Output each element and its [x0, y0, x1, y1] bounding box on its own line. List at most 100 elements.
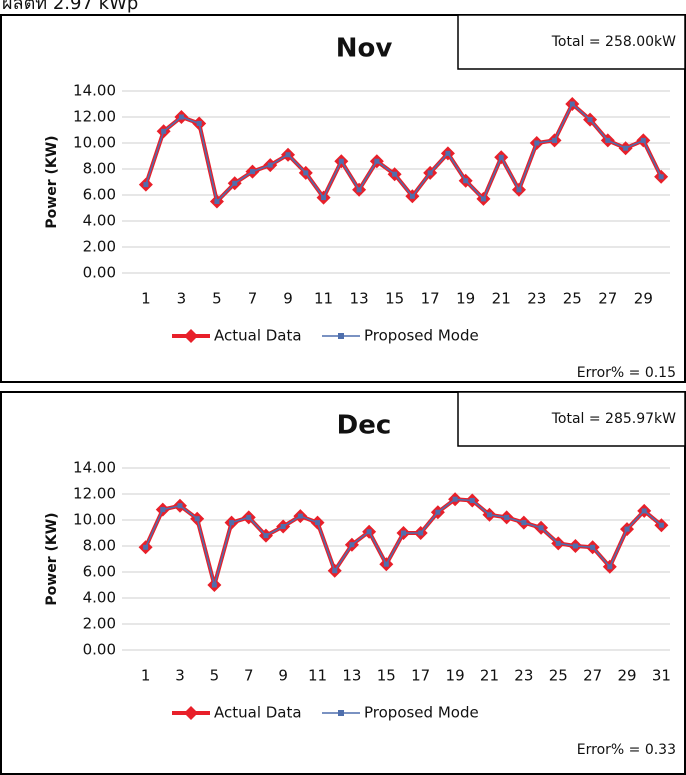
data-point [534, 140, 540, 146]
x-tick-label: 27 [598, 290, 617, 308]
legend-marker [338, 333, 344, 339]
data-point [232, 180, 238, 186]
panel-border [0, 391, 686, 775]
data-point [297, 513, 303, 519]
data-point [263, 533, 269, 539]
data-point [338, 158, 344, 164]
y-tick-label: 12.00 [73, 108, 116, 126]
total-box [457, 391, 686, 447]
data-point [321, 195, 327, 201]
y-tick-label: 10.00 [73, 134, 116, 152]
data-point [605, 137, 611, 143]
data-point [194, 516, 200, 522]
data-point [538, 525, 544, 531]
x-tick-label: 5 [210, 667, 220, 685]
data-point [498, 154, 504, 160]
data-point [469, 498, 475, 503]
x-tick-label: 29 [617, 667, 636, 685]
data-point [229, 520, 235, 526]
data-point [401, 530, 406, 536]
data-point [658, 522, 664, 528]
data-point [214, 199, 220, 204]
data-point [445, 150, 451, 156]
data-point [516, 187, 522, 193]
x-tick-label: 15 [385, 290, 404, 308]
data-point [658, 174, 664, 180]
y-tick-label: 8.00 [83, 160, 116, 178]
data-point [285, 152, 291, 158]
y-tick-label: 0.00 [83, 264, 116, 282]
data-point [332, 568, 338, 574]
x-tick-label: 23 [514, 667, 533, 685]
data-point [623, 145, 629, 151]
x-tick-label: 21 [480, 667, 499, 685]
data-point [590, 544, 596, 550]
data-point [246, 514, 252, 520]
x-tick-label: 19 [456, 290, 475, 308]
x-tick-label: 25 [549, 667, 568, 685]
data-point [409, 193, 415, 199]
x-tick-label: 1 [141, 290, 151, 308]
y-tick-label: 6.00 [83, 563, 116, 581]
x-tick-label: 29 [634, 290, 653, 308]
x-tick-label: 11 [308, 667, 327, 685]
x-tick-label: 23 [527, 290, 546, 308]
x-tick-label: 15 [377, 667, 396, 685]
x-tick-label: 7 [244, 667, 254, 685]
y-axis-title: Power (KW) [44, 135, 60, 228]
data-point [418, 530, 424, 536]
data-point [196, 121, 202, 126]
data-point [640, 137, 646, 143]
data-point [427, 170, 433, 176]
x-tick-label: 9 [283, 290, 293, 308]
x-tick-label: 13 [350, 290, 369, 308]
y-tick-label: 0.00 [83, 641, 116, 659]
data-point [374, 158, 380, 164]
data-point [486, 512, 492, 518]
y-tick-label: 12.00 [73, 485, 116, 503]
x-tick-label: 5 [212, 290, 222, 308]
header-text: ผลิตที่ 2.97 kWp [2, 0, 138, 14]
total-label: Total = 258.00kW [551, 34, 676, 50]
data-point [366, 529, 372, 535]
y-tick-label: 10.00 [73, 511, 116, 529]
data-point [249, 169, 255, 175]
data-point [383, 561, 389, 567]
data-point [504, 514, 510, 520]
data-point [452, 496, 458, 502]
y-axis-title: Power (KW) [44, 512, 60, 605]
data-point [435, 509, 441, 515]
x-tick-label: 27 [583, 667, 602, 685]
data-point [624, 526, 630, 532]
data-point [555, 540, 561, 546]
x-tick-label: 13 [342, 667, 361, 685]
data-point [521, 520, 527, 526]
y-tick-label: 8.00 [83, 537, 116, 555]
series-line [145, 103, 662, 203]
x-tick-label: 21 [492, 290, 511, 308]
y-tick-label: 6.00 [83, 186, 116, 204]
error-label: Error% = 0.33 [577, 742, 676, 758]
data-point [280, 524, 286, 529]
data-point [463, 178, 469, 184]
data-point [267, 162, 273, 168]
data-point [572, 543, 578, 549]
data-point [587, 117, 593, 123]
y-tick-label: 2.00 [83, 615, 116, 633]
legend-marker [184, 329, 198, 343]
legend-marker [338, 710, 344, 716]
data-point [143, 182, 149, 188]
x-tick-label: 3 [177, 290, 187, 308]
legend-label: Proposed Mode [364, 704, 479, 722]
x-tick-label: 25 [563, 290, 582, 308]
data-point [177, 503, 183, 509]
legend-marker [184, 706, 198, 720]
x-tick-label: 19 [446, 667, 465, 685]
x-tick-label: 9 [278, 667, 288, 685]
x-tick-label: 17 [411, 667, 430, 685]
data-point [552, 137, 558, 143]
data-point [303, 170, 309, 176]
data-point [349, 542, 355, 548]
total-label: Total = 285.97kW [551, 411, 676, 427]
